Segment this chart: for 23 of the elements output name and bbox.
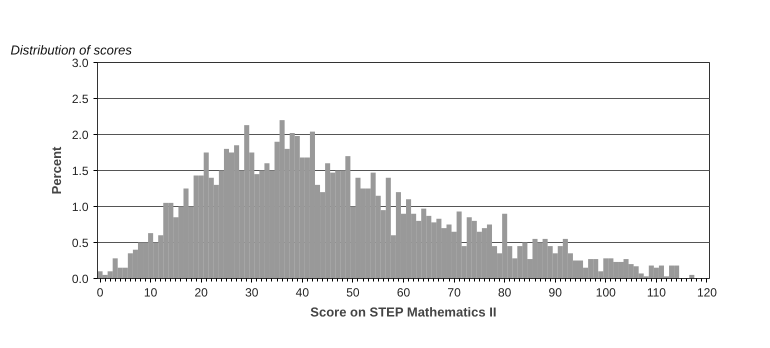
y-tick-label: 0.0 [72, 272, 89, 286]
x-tick-label: 90 [548, 286, 562, 300]
x-tick-label: 0 [96, 286, 104, 300]
x-tick-label: 50 [346, 286, 360, 300]
y-tick-label: 0.5 [72, 236, 89, 250]
y-tick-label: 1.0 [72, 200, 89, 214]
x-tick-label: 80 [498, 286, 512, 300]
y-tick-label: 3.0 [72, 56, 89, 70]
x-tick-label: 40 [296, 286, 310, 300]
x-tick-label: 10 [144, 286, 158, 300]
y-axis-title: Percent [48, 146, 64, 194]
x-axis-title: Score on STEP Mathematics II [310, 304, 496, 320]
x-tick-label: 60 [396, 286, 410, 300]
y-tick-label: 2.0 [72, 128, 89, 142]
x-tick-label: 70 [447, 286, 462, 300]
x-tick-label: 30 [245, 286, 259, 300]
y-tick-label: 1.5 [72, 164, 89, 178]
x-tick-label: 120 [696, 286, 718, 300]
chart-title: Distribution of scores [10, 42, 132, 58]
y-tick-label: 2.5 [72, 92, 89, 106]
x-tick-label: 20 [194, 286, 208, 300]
x-tick-label: 110 [646, 286, 666, 300]
x-tick-label: 100 [596, 286, 616, 300]
